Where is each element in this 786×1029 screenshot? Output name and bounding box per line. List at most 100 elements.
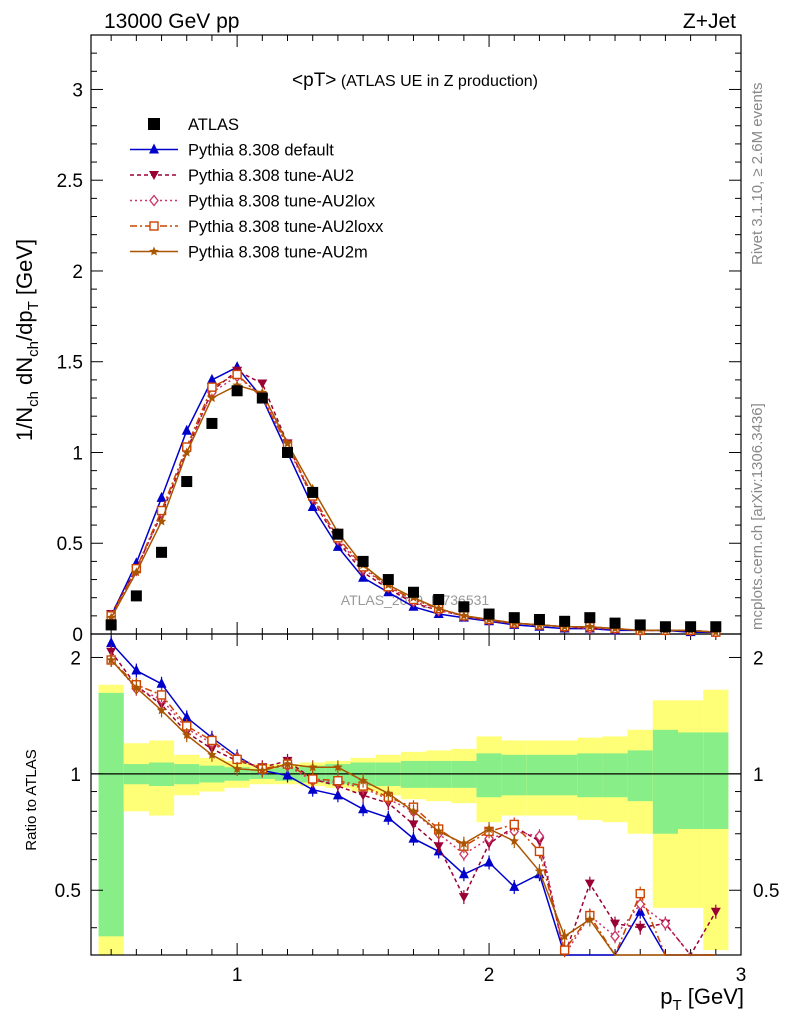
data-point [333,776,343,786]
data-point [509,836,519,846]
plot-title: <pT> (ATLAS UE in Z production) [292,70,538,91]
data-point [358,791,369,801]
data-point [106,636,117,647]
data-point [131,664,142,675]
ratio-tick-label: 2 [70,648,81,669]
series-pythia-8-308-tune-au2loxx [106,369,721,958]
data-point [282,769,293,780]
data-point [149,143,159,154]
data-point [408,820,419,830]
data-point [333,762,343,772]
data-point-atlas [181,476,193,488]
x-tick-label: 2 [484,965,495,986]
legend-item: Pythia 8.308 tune-AU2lox [130,193,376,211]
data-point-atlas [710,621,722,633]
band-inner [602,753,628,798]
data-point-atlas [105,619,117,631]
data-point [332,789,343,800]
data-point-atlas [156,546,168,558]
data-point-atlas [609,617,621,629]
data-point [635,923,646,933]
data-point-atlas [659,621,671,633]
data-point [408,806,419,816]
rivet-label: Rivet 3.1.10, ≥ 2.6M events [749,83,766,266]
data-point-atlas [533,613,545,625]
data-point-atlas [433,594,445,606]
data-point-atlas [130,590,142,602]
data-point-atlas [559,615,571,627]
data-point [207,382,217,392]
data-point-atlas [382,574,394,586]
data-point [156,705,167,715]
data-point [182,447,192,457]
data-point [358,803,369,814]
data-point-atlas [584,612,596,624]
data-point [710,907,721,917]
data-point [458,893,469,903]
band-inner [552,754,578,796]
band-inner [476,753,502,798]
data-point [484,856,495,867]
data-point [149,171,159,180]
data-point [149,246,159,256]
band-inner [501,754,527,796]
legend: ATLAS Pythia 8.308 default Pythia 8.308 tu… [130,116,384,262]
legend-label: Pythia 8.308 tune-AU2loxx [188,218,384,236]
data-point [458,868,469,879]
series-pythia-8-308-tune-au2m [106,380,721,956]
data-point [635,888,645,899]
data-point [156,677,167,688]
data-point [559,945,570,955]
legend-item: Pythia 8.308 tune-AU2m [130,244,368,262]
data-point-atlas [206,417,218,429]
data-point [257,379,268,389]
axes: 1 2 3 0 0.5 1 1.5 2 2.5 3 0.5 0.5 1 1 2 2 [55,34,779,986]
data-point [433,603,444,613]
data-point [307,500,318,511]
data-point [257,765,268,775]
data-point [282,438,293,448]
data-point [307,783,318,794]
data-point [585,621,595,631]
data-point [182,730,192,740]
data-point [232,763,242,773]
legend-item: Pythia 8.308 default [130,142,334,160]
y-tick-label: 1 [72,443,83,464]
mcplots-label: mcplots.cern.ch [arXiv:1306.3436] [749,403,766,630]
data-point [232,369,242,380]
legend-item: ATLAS [148,116,239,134]
x-tick-label: 3 [736,965,747,986]
data-point [207,735,217,746]
data-point-atlas [282,446,294,458]
ratio-tick-label-right: 2 [753,648,764,669]
data-point [484,832,494,845]
data-point [181,711,192,722]
y-tick-label: 1.5 [57,353,83,374]
data-point [156,516,167,526]
data-point [207,393,217,403]
data-point [308,774,318,784]
data-point [358,775,368,785]
band-inner [652,729,679,834]
data-point-atlas [685,621,697,633]
data-point-atlas [332,528,344,540]
data-point [433,826,444,836]
data-point [308,762,318,772]
data-point [585,914,595,924]
data-point [207,749,217,759]
data-point-atlas [634,619,646,631]
data-point-atlas [148,118,160,130]
series-layer [105,361,722,958]
data-point [484,824,494,834]
legend-item: Pythia 8.308 tune-AU2 [130,167,354,185]
data-point [635,898,646,911]
data-point-atlas [231,385,243,397]
band-inner [627,750,653,802]
data-point [149,221,159,231]
main-ylabel: 1/Nch dNch/dpT [GeV] [12,239,42,441]
data-point [383,811,394,822]
data-point [156,690,167,700]
data-point [383,788,393,798]
data-point-atlas [307,486,319,498]
